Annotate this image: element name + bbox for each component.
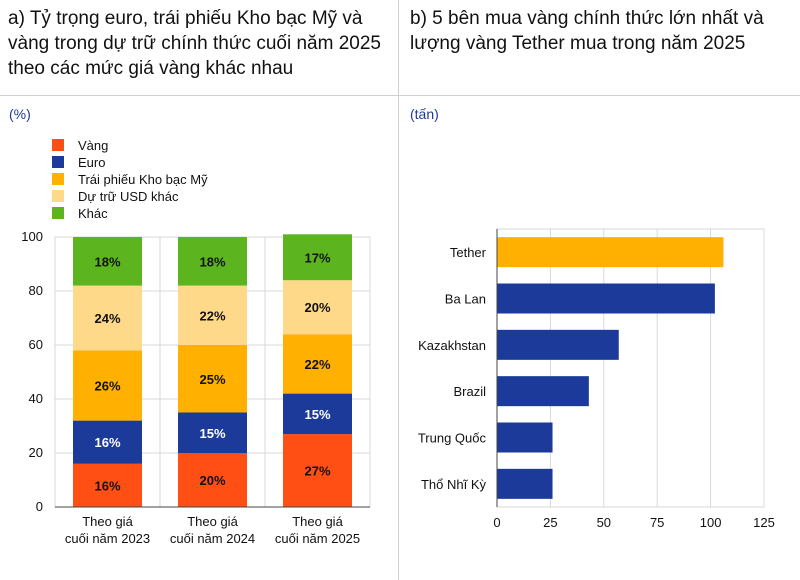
panel-a-bar-segment [178, 412, 247, 453]
panel-a-data-label: 22% [199, 308, 225, 323]
panel-a-bar-segment [283, 280, 352, 335]
panel-a-data-label: 26% [94, 379, 120, 394]
panel-b-y-tick-label: Trung Quốc [418, 431, 487, 446]
panel-a-bar-segment [73, 285, 142, 351]
panel-a-bar-segment [178, 453, 247, 507]
panel-a-y-tick-label: 100 [21, 229, 43, 244]
panel-b-y-tick-label: Thổ Nhĩ Kỳ [421, 477, 487, 492]
panel-a-legend-label: Khác [78, 206, 108, 221]
panel-a-data-label: 18% [94, 254, 120, 269]
panel-a-data-label: 22% [304, 357, 330, 372]
panel-a-data-label: 15% [304, 407, 330, 422]
panel-divider-vertical [398, 0, 399, 580]
panel-a-x-tick-label-line: Theo giá [292, 514, 343, 529]
panel-a-legend-swatch [52, 139, 64, 151]
panel-b-y-tick-label: Tether [450, 245, 487, 260]
panel-a-bar-segment [73, 463, 142, 507]
panel-a-legend-swatch [52, 190, 64, 202]
panel-a-legend-swatch [52, 173, 64, 185]
panel-a-bar-segment [178, 237, 247, 286]
panel-a-x-tick-label-line: cuối năm 2024 [170, 531, 255, 546]
panel-a-data-label: 16% [94, 435, 120, 450]
panel-a-y-tick-label: 40 [29, 391, 43, 406]
panel-b-y-tick-label: Brazil [453, 384, 486, 399]
panel-a-unit-label: (%) [9, 106, 31, 122]
panel-a-bar-segment [283, 234, 352, 281]
panel-b-title: b) 5 bên mua vàng chính thức lớn nhất và… [410, 8, 764, 54]
panel-b-x-tick-label: 75 [650, 515, 664, 530]
panel-a-x-tick-label-line: Theo giá [187, 514, 238, 529]
panel-a-bar-segment [178, 285, 247, 345]
panel-a-data-label: 20% [304, 300, 330, 315]
panel-a-legend-label: Vàng [78, 138, 108, 153]
panel-a-legend-swatch [52, 156, 64, 168]
panel-a-x-tick-label-line: cuối năm 2025 [275, 531, 360, 546]
panel-a-y-tick-label: 80 [29, 283, 43, 298]
panel-a-bar-segment [178, 345, 247, 413]
panel-b-plot-frame [496, 228, 765, 508]
panel-a-data-label: 16% [94, 478, 120, 493]
panel-a-title: a) Tỷ trọng euro, trái phiếu Kho bạc Mỹ … [8, 8, 381, 79]
panel-a-bar-segment [73, 420, 142, 464]
panel-a-bar-segment [73, 350, 142, 421]
panel-a-legend-label: Euro [78, 155, 105, 170]
panel-b-bar [497, 468, 553, 499]
panel-a-data-label: 27% [304, 464, 330, 479]
panel-b-bar [497, 422, 553, 453]
panel-b-bar [497, 329, 619, 360]
panel-a-data-label: 17% [304, 250, 330, 265]
panel-a-legend-swatch [52, 207, 64, 219]
panel-a-legend-label: Dự trữ USD khác [78, 189, 179, 204]
panel-b-x-tick-label: 0 [493, 515, 500, 530]
panel-b-unit-label: (tấn) [410, 106, 439, 122]
panel-a-data-label: 15% [199, 426, 225, 441]
panel-a-bar-segment [73, 237, 142, 286]
panel-a-legend-label: Trái phiếu Kho bạc Mỹ [78, 172, 208, 187]
panel-divider-horizontal [0, 95, 800, 96]
panel-a-bar-segment [283, 334, 352, 394]
panel-a-bar-segment [283, 434, 352, 507]
panel-a-y-tick-label: 0 [36, 499, 43, 514]
panel-a-x-tick-label: Theo giá cuối năm 2025 [275, 514, 360, 546]
panel-a-bar-segment [283, 393, 352, 435]
panel-b-bar [497, 237, 724, 268]
panel-a-x-tick-label: Theo giá cuối năm 2024 [170, 514, 255, 546]
panel-a-data-label: 20% [199, 473, 225, 488]
panel-b-x-tick-label: 125 [753, 515, 775, 530]
panel-a-x-tick-label-line: cuối năm 2023 [65, 531, 150, 546]
panel-b-x-tick-label: 100 [700, 515, 722, 530]
panel-b-x-tick-label: 50 [597, 515, 611, 530]
panel-a-data-label: 24% [94, 311, 120, 326]
panel-a-data-label: 25% [199, 372, 225, 387]
panel-a-x-tick-label: Theo giá cuối năm 2023 [65, 514, 150, 546]
panel-a-data-label: 18% [199, 254, 225, 269]
panel-b-y-tick-label: Ba Lan [445, 292, 486, 307]
panel-b-bar [497, 376, 589, 407]
panel-a-y-tick-label: 60 [29, 337, 43, 352]
panel-b-y-tick-label: Kazakhstan [418, 338, 486, 353]
panel-a-x-tick-label-line: Theo giá [82, 514, 133, 529]
panel-b-bar [497, 283, 715, 314]
panel-a-y-tick-label: 20 [29, 445, 43, 460]
panel-b-x-tick-label: 25 [543, 515, 557, 530]
